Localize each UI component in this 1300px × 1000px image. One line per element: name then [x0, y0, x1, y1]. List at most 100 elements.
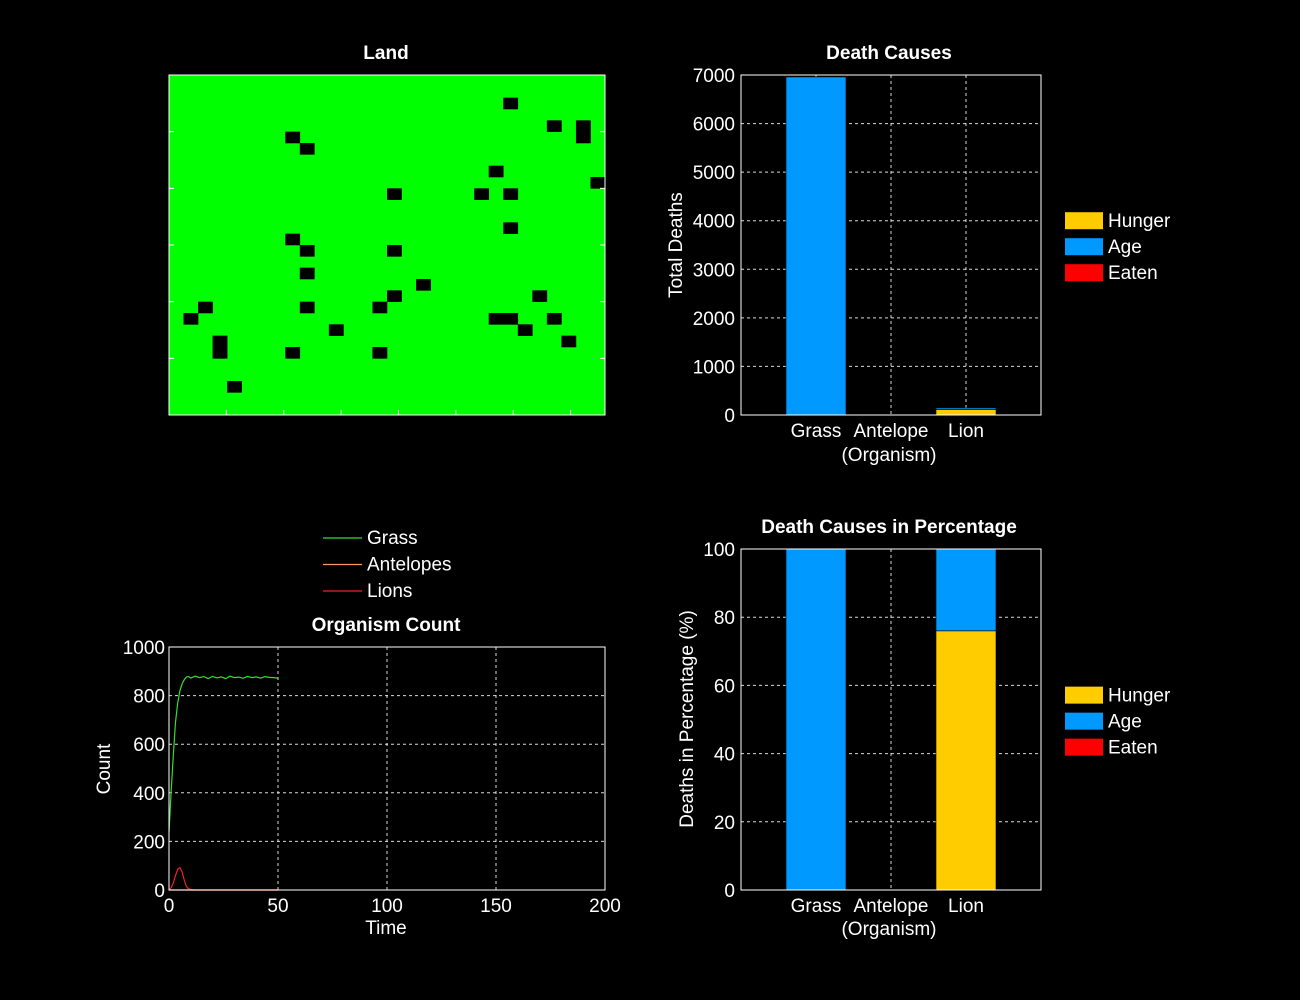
land-empty-cell — [285, 131, 301, 144]
organism-count-legend: Grass Antelopes Lions — [323, 528, 452, 602]
death-causes-yticks: 0 1000 2000 3000 4000 5000 6000 7000 — [693, 66, 735, 427]
land-frame — [168, 74, 606, 416]
dc-legend-label: Hunger — [1108, 211, 1171, 232]
land-empty-cell — [503, 188, 519, 200]
land-empty-cell — [387, 188, 402, 200]
dc-ytick-label: 1000 — [693, 357, 735, 378]
dc-legend-label: Age — [1108, 237, 1142, 258]
death-causes-panel: Death Causes 0 1000 2000 3000 4000 5000 6000 70… — [666, 43, 1171, 466]
oc-ytick-label: 1000 — [123, 638, 165, 659]
dp-ytick-label: 0 — [724, 881, 735, 902]
dc-ytick-label: 4000 — [693, 212, 735, 233]
death-causes-frame — [740, 74, 1042, 416]
land-empty-cell — [183, 313, 199, 325]
dp-legend-label: Age — [1108, 712, 1142, 733]
land-empty-cell — [590, 177, 606, 189]
dc-ytick-label: 3000 — [693, 260, 735, 281]
land-empty-cell — [212, 335, 228, 348]
land-empty-cell — [299, 143, 315, 155]
dp-xtick-label: Grass — [791, 896, 842, 917]
death-pct-frame — [740, 548, 1042, 891]
dc-ytick-label: 0 — [724, 406, 735, 427]
land-empty-cell — [212, 347, 228, 359]
death-causes-legend: Hunger Age Eaten — [1065, 211, 1171, 284]
land-empty-cell — [387, 290, 402, 302]
dc-bar-age — [935, 407, 997, 410]
oc-legend-label: Grass — [367, 528, 418, 549]
dc-legend-swatch — [1065, 238, 1103, 256]
land-empty-cell — [561, 335, 577, 348]
dp-legend-swatch — [1065, 738, 1103, 756]
dp-ytick-label: 60 — [714, 676, 735, 697]
dc-xtick-label: Grass — [791, 421, 842, 442]
dc-legend-label: Eaten — [1108, 263, 1158, 284]
organism-count-title: Organism Count — [312, 615, 462, 636]
land-empty-cell — [546, 313, 562, 325]
dp-ytick-label: 40 — [714, 745, 735, 766]
death-causes-title: Death Causes — [826, 43, 952, 64]
dc-ytick-label: 7000 — [693, 66, 735, 87]
oc-ytick-label: 800 — [133, 687, 165, 708]
dp-legend-label: Hunger — [1108, 686, 1171, 707]
land-empty-cell — [372, 347, 388, 359]
oc-legend-label: Lions — [367, 581, 412, 602]
death-pct-yticks: 0 20 40 60 80 100 — [703, 540, 735, 902]
land-empty-cell — [227, 381, 242, 393]
land-grid — [169, 75, 606, 415]
dc-bar-age — [785, 76, 847, 416]
land-empty-cell — [299, 245, 315, 257]
dp-ytick-label: 100 — [703, 540, 735, 561]
death-causes-xlabel: (Organism) — [841, 445, 936, 466]
death-pct-ylabel: Deaths in Percentage (%) — [677, 610, 698, 828]
dp-legend-label: Eaten — [1108, 738, 1158, 759]
oc-xtick-label: 0 — [164, 896, 175, 917]
oc-xtick-label: 100 — [371, 896, 403, 917]
land-empty-cell — [488, 313, 504, 325]
land-empty-cell — [546, 120, 562, 132]
oc-ytick-label: 200 — [133, 832, 165, 853]
land-empty-cell — [575, 131, 591, 144]
dp-legend-swatch — [1065, 686, 1103, 704]
land-empty-cell — [503, 222, 519, 234]
dp-xtick-label: Lion — [948, 896, 984, 917]
dc-ytick-label: 2000 — [693, 309, 735, 330]
land-empty-cell — [575, 120, 591, 132]
oc-xtick-label: 50 — [267, 896, 288, 917]
land-panel: Land — [168, 43, 606, 416]
dp-bar-hunger — [935, 630, 997, 891]
oc-series-line-grass — [168, 675, 279, 832]
death-causes-xticks: Grass Antelope Lion — [791, 421, 984, 442]
organism-count-ylabel: Count — [94, 743, 115, 794]
oc-xtick-label: 150 — [480, 896, 512, 917]
land-empty-cell — [517, 324, 533, 336]
death-causes-ylabel: Total Deaths — [666, 192, 687, 298]
land-empty-cell — [488, 165, 504, 178]
death-pct-bars — [785, 548, 997, 891]
oc-ytick-label: 400 — [133, 784, 165, 805]
organism-count-yticks: 0 200 400 600 800 1000 — [123, 638, 165, 902]
dp-ytick-label: 80 — [714, 608, 735, 629]
land-empty-cell — [299, 301, 315, 314]
land-empty-cell — [503, 97, 519, 110]
dp-bar-age — [785, 548, 847, 891]
land-empty-cell — [372, 301, 388, 314]
organism-count-grid — [169, 647, 605, 890]
dc-ytick-label: 6000 — [693, 115, 735, 136]
dc-xtick-label: Antelope — [853, 421, 928, 442]
dc-xtick-label: Lion — [948, 421, 984, 442]
organism-count-frame — [168, 646, 606, 891]
organism-count-panel: Grass Antelopes Lions Organism Count 0 200 4… — [94, 528, 621, 939]
death-pct-xlabel: (Organism) — [841, 919, 936, 940]
oc-ytick-label: 0 — [154, 881, 165, 902]
oc-ytick-label: 600 — [133, 735, 165, 756]
dc-legend-swatch — [1065, 212, 1103, 230]
death-pct-legend: Hunger Age Eaten — [1065, 686, 1171, 759]
dc-bar-hunger — [935, 409, 997, 416]
death-pct-title: Death Causes in Percentage — [761, 517, 1017, 538]
land-empty-cell — [285, 347, 301, 359]
organism-count-xticks: 0 50 100 150 200 — [164, 896, 621, 917]
land-empty-cell — [532, 290, 548, 302]
dp-ytick-label: 20 — [714, 813, 735, 834]
land-empty-cell — [299, 267, 315, 280]
